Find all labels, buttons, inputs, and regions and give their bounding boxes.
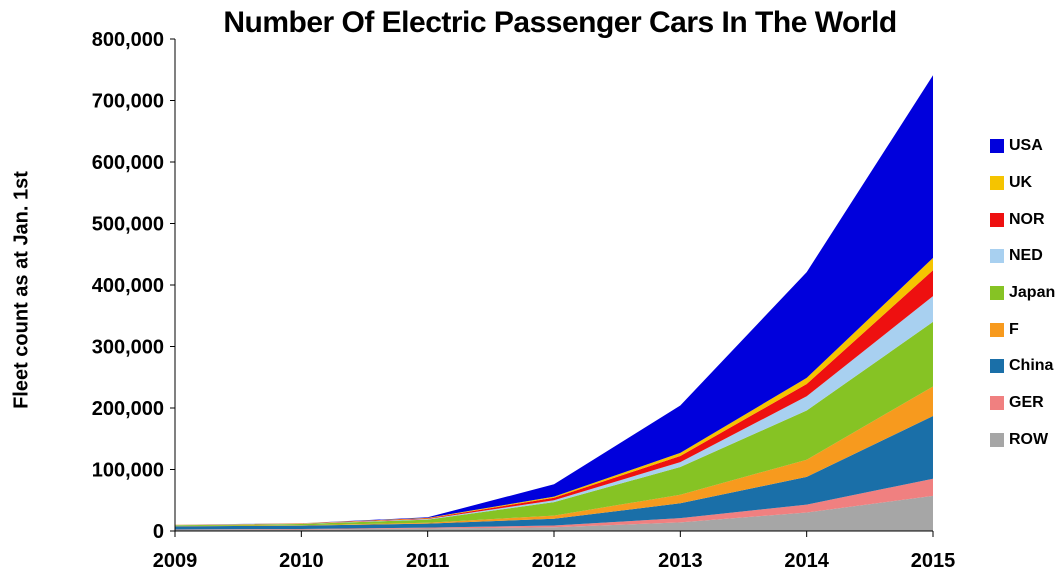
- x-tick-label: 2013: [658, 550, 703, 572]
- legend-label: USA: [1009, 137, 1043, 155]
- legend-swatch: [990, 139, 1004, 154]
- legend-item-ned: NED: [990, 238, 1055, 275]
- y-tick-label: 400,000: [92, 275, 164, 297]
- area-series-ned: [175, 296, 933, 526]
- area-series-japan: [175, 321, 933, 527]
- legend-label: NED: [1009, 247, 1043, 265]
- legend-item-row: ROW: [990, 422, 1055, 459]
- axes-group: 0 100,000 200,000 300,000 400,000 500,000 600,…: [92, 29, 956, 572]
- y-tick-label: 200,000: [92, 398, 164, 420]
- y-tick-label: 100,000: [92, 460, 164, 482]
- legend-item-china: China: [990, 348, 1055, 385]
- legend-label: GER: [1009, 394, 1044, 412]
- area-series-group: [175, 75, 933, 531]
- area-series-row: [175, 495, 933, 531]
- legend-item-usa: USA: [990, 128, 1055, 165]
- x-tick-label: 2011: [406, 550, 449, 572]
- legend-swatch: [990, 176, 1004, 191]
- legend-item-f: F: [990, 311, 1055, 348]
- legend: USA UK NOR NED Japan F China GER ROW: [990, 128, 1055, 458]
- legend-item-uk: UK: [990, 165, 1055, 202]
- y-tick-label: 300,000: [92, 337, 164, 359]
- x-tick-label: 2009: [153, 550, 198, 572]
- area-series-ger: [175, 478, 933, 530]
- legend-swatch: [990, 432, 1004, 447]
- x-tick-label: 2015: [911, 550, 956, 572]
- y-tick-label: 0: [153, 521, 164, 543]
- legend-item-japan: Japan: [990, 275, 1055, 312]
- y-tick-label: 600,000: [92, 152, 164, 174]
- legend-swatch: [990, 359, 1004, 374]
- legend-label: F: [1009, 320, 1019, 338]
- y-tick-label: 500,000: [92, 214, 164, 236]
- x-tick-label: 2012: [532, 550, 577, 572]
- legend-swatch: [990, 286, 1004, 301]
- area-series-china: [175, 416, 933, 530]
- legend-swatch: [990, 322, 1004, 337]
- y-tick-label: 800,000: [92, 29, 164, 51]
- y-tick-label: 700,000: [92, 91, 164, 113]
- legend-label: NOR: [1009, 210, 1045, 228]
- legend-swatch: [990, 249, 1004, 264]
- legend-label: ROW: [1009, 430, 1049, 448]
- legend-swatch: [990, 212, 1004, 227]
- x-tick-label: 2014: [784, 550, 829, 572]
- legend-item-nor: NOR: [990, 201, 1055, 238]
- legend-label: Japan: [1009, 284, 1056, 302]
- chart-title: Number Of Electric Passenger Cars In The…: [223, 6, 897, 39]
- legend-label: UK: [1009, 174, 1033, 192]
- legend-swatch: [990, 396, 1004, 411]
- x-tick-label: 2010: [279, 550, 324, 572]
- area-series-usa: [175, 75, 933, 525]
- legend-item-ger: GER: [990, 385, 1055, 422]
- legend-label: China: [1009, 357, 1054, 375]
